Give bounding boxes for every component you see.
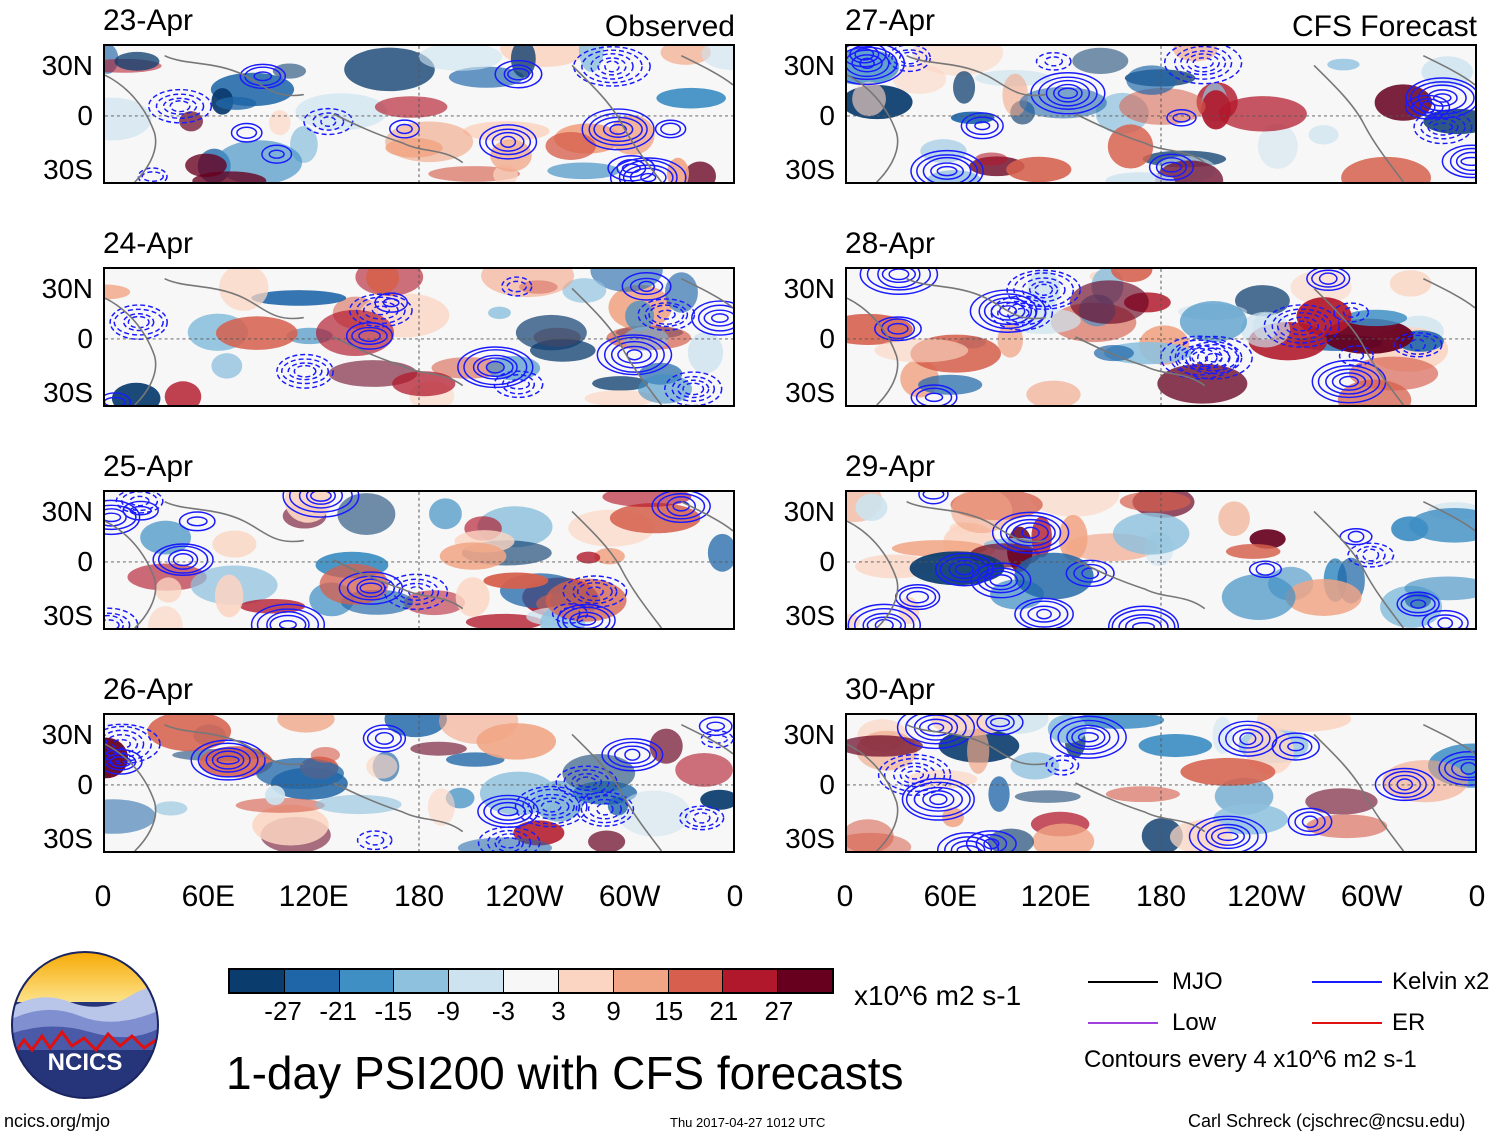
colorbar-swatch xyxy=(230,970,285,992)
map-panel xyxy=(845,44,1477,184)
lat-tick-label: 0 xyxy=(77,546,93,577)
colorbar-swatch xyxy=(668,970,724,992)
logo-text: NCICS xyxy=(48,1049,123,1076)
colorbar-swatch xyxy=(284,970,340,992)
panel-date-label: 25-Apr xyxy=(103,450,194,483)
colorbar-swatch xyxy=(504,970,559,992)
panel-date-label: 23-Apr xyxy=(103,4,194,37)
legend-label-mjo: MJO xyxy=(1172,968,1223,995)
colorbar-tick-label: 21 xyxy=(709,996,739,1026)
panel-date-label: 28-Apr xyxy=(845,227,936,260)
lat-tick-label: 0 xyxy=(819,100,835,131)
lat-tick-label: 30S xyxy=(785,154,835,185)
lon-tick-label: 180 xyxy=(393,880,445,913)
lat-tick-label: 30S xyxy=(43,823,93,854)
legend-line-low xyxy=(1088,1022,1158,1024)
lat-tick-label: 30N xyxy=(41,719,93,750)
observed-tag: Observed xyxy=(604,10,735,43)
lon-tick-label: 120E xyxy=(1020,880,1091,913)
lat-tick-label: 30N xyxy=(783,496,835,527)
colorbar xyxy=(228,968,834,994)
ncics-logo-graphic: NCICS xyxy=(11,951,159,1099)
colorbar-swatch xyxy=(778,970,832,992)
forecast-tag: CFS Forecast xyxy=(1291,10,1477,43)
contour-note: Contours every 4 x10^6 m2 s-1 xyxy=(1084,1046,1417,1073)
lat-tick-label: 30N xyxy=(41,273,93,304)
colorbar-tick-label: -27 xyxy=(264,996,302,1026)
colorbar-tick-label: -3 xyxy=(491,996,516,1026)
lon-tick-label: 120W xyxy=(1227,880,1306,913)
colorbar-tick-label: 3 xyxy=(551,996,566,1026)
lat-tick-label: 0 xyxy=(77,100,93,131)
colorbar-tick-label: 15 xyxy=(654,996,684,1026)
colorbar-unit: x10^6 m2 s-1 xyxy=(854,980,1022,1011)
lat-tick-label: 30N xyxy=(783,719,835,750)
colorbar-tick-label: -21 xyxy=(319,996,357,1026)
lat-tick-label: 0 xyxy=(77,769,93,800)
colorbar-swatch xyxy=(558,970,614,992)
map-panel xyxy=(845,490,1477,630)
lat-tick-label: 30S xyxy=(43,377,93,408)
colorbar-swatch xyxy=(394,970,450,992)
lat-tick-label: 30S xyxy=(785,823,835,854)
figure-title: 1-day PSI200 with CFS forecasts xyxy=(226,1047,904,1099)
lon-tick-label: 120E xyxy=(278,880,349,913)
lon-tick-label: 0 xyxy=(836,880,854,913)
ncics-logo: NCICS xyxy=(10,950,160,1100)
lat-tick-label: 30S xyxy=(43,154,93,185)
footer-center: Thu 2017-04-27 1012 UTC xyxy=(670,1115,826,1130)
map-panel xyxy=(103,267,735,407)
legend-line-kelvin xyxy=(1312,981,1382,983)
lon-tick-label: 0 xyxy=(94,880,112,913)
panel-date-label: 27-Apr xyxy=(845,4,936,37)
panel-date-label: 29-Apr xyxy=(845,450,936,483)
colorbar-tick-label: 27 xyxy=(764,996,794,1026)
panel-date-label: 24-Apr xyxy=(103,227,194,260)
colorbar-swatch xyxy=(449,970,505,992)
lat-tick-label: 30N xyxy=(41,50,93,81)
map-panel xyxy=(845,267,1477,407)
lon-tick-label: 180 xyxy=(1135,880,1187,913)
lat-tick-label: 30S xyxy=(43,600,93,631)
lon-tick-label: 60W xyxy=(1340,880,1403,913)
lat-tick-label: 30N xyxy=(41,496,93,527)
lat-tick-label: 0 xyxy=(819,769,835,800)
legend-label-kelvin: Kelvin x2 xyxy=(1392,968,1490,995)
colorbar-tick-label: -15 xyxy=(374,996,413,1026)
lon-tick-label: 0 xyxy=(726,880,744,913)
lon-tick-label: 0 xyxy=(1468,880,1486,913)
colorbar-tick-label: -9 xyxy=(436,996,460,1026)
colorbar-swatch xyxy=(723,970,779,992)
lat-tick-label: 0 xyxy=(819,546,835,577)
footer-left[interactable]: ncics.org/mjo xyxy=(4,1111,111,1131)
colorbar-swatch xyxy=(339,970,395,992)
colorbar-tick-label: 9 xyxy=(606,996,621,1026)
lat-tick-label: 0 xyxy=(819,323,835,354)
map-panel xyxy=(103,44,735,184)
lat-tick-label: 30S xyxy=(785,377,835,408)
lat-tick-label: 30N xyxy=(783,50,835,81)
lat-tick-label: 30N xyxy=(783,273,835,304)
colorbar-swatch xyxy=(613,970,669,992)
legend-line-mjo xyxy=(1088,981,1158,983)
lon-tick-label: 60E xyxy=(181,880,236,913)
panel-date-label: 30-Apr xyxy=(845,673,936,706)
lat-tick-label: 30S xyxy=(785,600,835,631)
footer-right: Carl Schreck (cjschrec@ncsu.edu) xyxy=(1188,1111,1466,1131)
map-panel xyxy=(103,490,735,630)
panel-date-label: 26-Apr xyxy=(103,673,194,706)
map-panel xyxy=(845,713,1477,853)
map-panel xyxy=(103,713,735,853)
legend-label-low: Low xyxy=(1172,1009,1217,1036)
lon-tick-label: 60E xyxy=(923,880,978,913)
lat-tick-label: 0 xyxy=(77,323,93,354)
legend-label-er: ER xyxy=(1392,1009,1426,1036)
lon-tick-label: 60W xyxy=(598,880,661,913)
lon-tick-label: 120W xyxy=(485,880,564,913)
legend-line-er xyxy=(1312,1022,1382,1024)
